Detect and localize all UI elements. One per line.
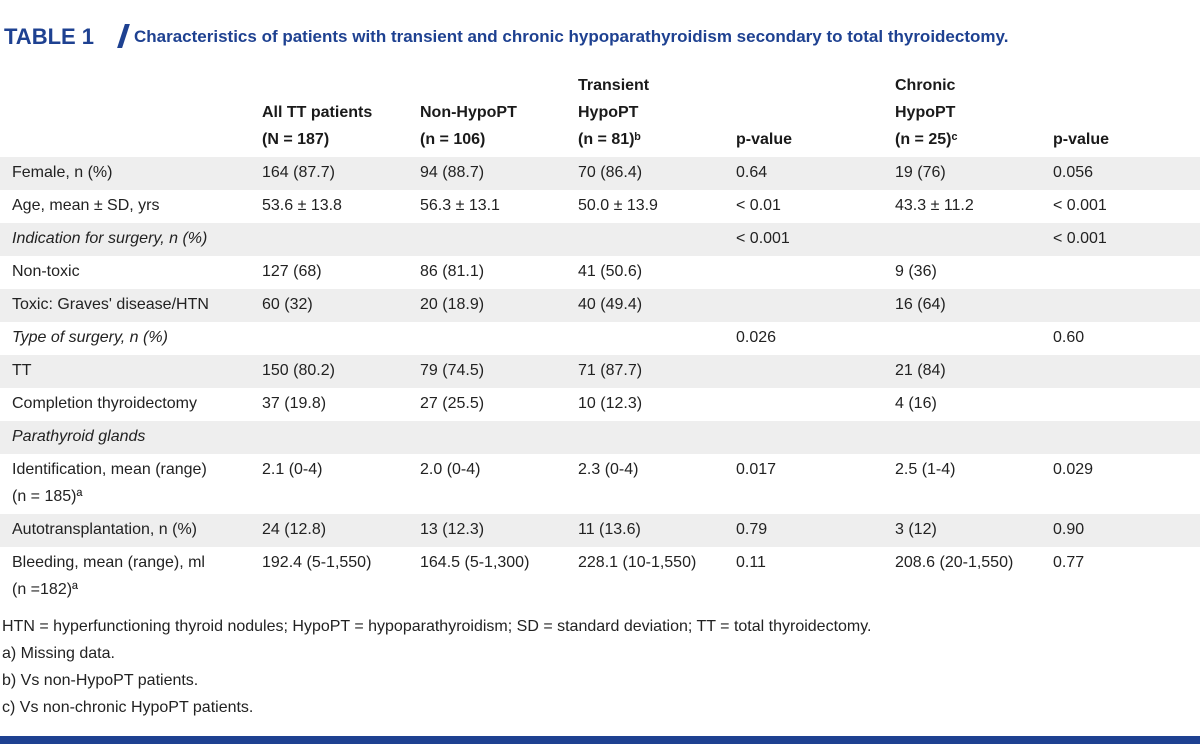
cell: 37 (19.8) bbox=[262, 395, 327, 412]
column-header: p-value bbox=[736, 131, 793, 148]
row-label: TT bbox=[12, 362, 32, 379]
cell: 150 (80.2) bbox=[262, 362, 335, 379]
cell: 2.1 (0-4) bbox=[262, 461, 323, 478]
cell: 53.6 ± 13.8 bbox=[262, 197, 342, 214]
column-header: HypoPT bbox=[578, 104, 639, 121]
cell: 16 (64) bbox=[895, 296, 946, 313]
cell: 4 (16) bbox=[895, 395, 937, 412]
row-label: (n =182)ª bbox=[12, 581, 78, 598]
cell: 0.64 bbox=[736, 164, 768, 181]
section-label: Type of surgery, n (%) bbox=[12, 329, 168, 346]
column-header: (n = 106) bbox=[420, 131, 486, 148]
cell: 127 (68) bbox=[262, 263, 322, 280]
cell: 10 (12.3) bbox=[578, 395, 643, 412]
cell: < 0.01 bbox=[736, 197, 781, 214]
cell: 0.60 bbox=[1053, 329, 1085, 346]
row-label: Completion thyroidectomy bbox=[12, 395, 197, 412]
cell: 2.3 (0-4) bbox=[578, 461, 639, 478]
footnote: a) Missing data. bbox=[2, 645, 115, 662]
row-label: (n = 185)ª bbox=[12, 488, 83, 505]
footnote: HTN = hyperfunctioning thyroid nodules; … bbox=[2, 618, 872, 635]
cell: 3 (12) bbox=[895, 521, 937, 538]
cell: 50.0 ± 13.9 bbox=[578, 197, 658, 214]
cell: 228.1 (10-1,550) bbox=[578, 554, 697, 571]
row-label: Age, mean ± SD, yrs bbox=[12, 197, 160, 214]
cell: 208.6 (20-1,550) bbox=[895, 554, 1014, 571]
cell: 0.017 bbox=[736, 461, 777, 478]
row-label: Identification, mean (range) bbox=[12, 461, 207, 478]
cell: 79 (74.5) bbox=[420, 362, 485, 379]
column-header: All TT patients bbox=[262, 104, 373, 121]
cell: 11 (13.6) bbox=[578, 521, 641, 538]
cell: 164.5 (5-1,300) bbox=[420, 554, 530, 571]
cell: 70 (86.4) bbox=[578, 164, 643, 181]
cell: 0.026 bbox=[736, 329, 777, 346]
column-header: (N = 187) bbox=[262, 131, 330, 148]
cell: 0.79 bbox=[736, 521, 768, 538]
column-header: (n = 81)ᵇ bbox=[578, 131, 641, 148]
cell: 164 (87.7) bbox=[262, 164, 335, 181]
cell: 0.77 bbox=[1053, 554, 1085, 571]
column-header: Non-HypoPT bbox=[420, 104, 517, 121]
cell: 19 (76) bbox=[895, 164, 946, 181]
cell: 2.5 (1-4) bbox=[895, 461, 956, 478]
column-header: (n = 25)ᶜ bbox=[895, 131, 958, 148]
cell: 0.029 bbox=[1053, 461, 1094, 478]
cell: 0.056 bbox=[1053, 164, 1094, 181]
column-header: p-value bbox=[1053, 131, 1110, 148]
cell: 40 (49.4) bbox=[578, 296, 643, 313]
column-header: Chronic bbox=[895, 77, 956, 94]
cell: 0.90 bbox=[1053, 521, 1085, 538]
cell: 20 (18.9) bbox=[420, 296, 485, 313]
column-header: HypoPT bbox=[895, 104, 956, 121]
cell: 0.11 bbox=[736, 554, 766, 571]
cell: < 0.001 bbox=[736, 230, 790, 247]
row-label: Non-toxic bbox=[12, 263, 80, 280]
row-band bbox=[0, 223, 1200, 256]
row-label: Bleeding, mean (range), ml bbox=[12, 554, 205, 571]
slash bbox=[117, 24, 130, 48]
cell: 56.3 ± 13.1 bbox=[420, 197, 500, 214]
cell: < 0.001 bbox=[1053, 197, 1107, 214]
section-label: Parathyroid glands bbox=[12, 428, 146, 445]
row-band bbox=[0, 514, 1200, 547]
column-header: Transient bbox=[578, 77, 650, 94]
footnote: c) Vs non-chronic HypoPT patients. bbox=[2, 699, 254, 716]
row-band bbox=[0, 157, 1200, 190]
section-label: Indication for surgery, n (%) bbox=[12, 230, 208, 247]
bottom-rule bbox=[0, 736, 1200, 744]
row-band bbox=[0, 421, 1200, 454]
cell: < 0.001 bbox=[1053, 230, 1107, 247]
table-title: Characteristics of patients with transie… bbox=[134, 27, 1009, 46]
cell: 60 (32) bbox=[262, 296, 313, 313]
row-label: Toxic: Graves' disease/HTN bbox=[12, 296, 209, 313]
row-band bbox=[0, 355, 1200, 388]
cell: 21 (84) bbox=[895, 362, 946, 379]
cell: 41 (50.6) bbox=[578, 263, 643, 280]
row-label: Autotransplantation, n (%) bbox=[12, 521, 197, 538]
cell: 2.0 (0-4) bbox=[420, 461, 481, 478]
footnote: b) Vs non-HypoPT patients. bbox=[2, 672, 199, 689]
cell: 9 (36) bbox=[895, 263, 937, 280]
cell: 94 (88.7) bbox=[420, 164, 485, 181]
cell: 86 (81.1) bbox=[420, 263, 485, 280]
row-label: Female, n (%) bbox=[12, 164, 113, 181]
cell: 13 (12.3) bbox=[420, 521, 485, 538]
table-label: TABLE 1 bbox=[4, 24, 95, 49]
cell: 24 (12.8) bbox=[262, 521, 327, 538]
row-band bbox=[0, 289, 1200, 322]
cell: 71 (87.7) bbox=[578, 362, 643, 379]
cell: 27 (25.5) bbox=[420, 395, 485, 412]
cell: 43.3 ± 11.2 bbox=[895, 197, 974, 214]
cell: 192.4 (5-1,550) bbox=[262, 554, 372, 571]
